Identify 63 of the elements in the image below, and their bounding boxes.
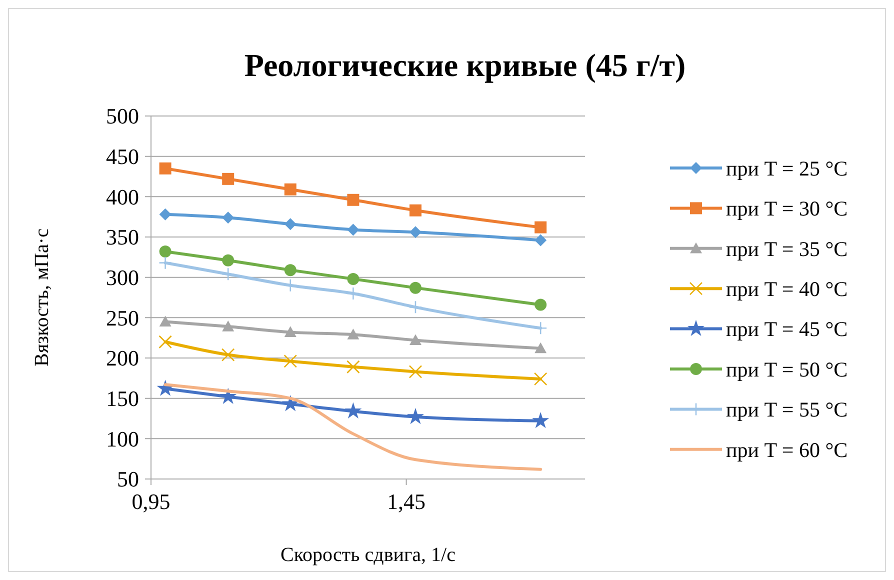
- point: [534, 322, 548, 335]
- point: [159, 316, 172, 326]
- point: [347, 224, 360, 236]
- point: [409, 204, 422, 216]
- y-tick-label: 50: [117, 466, 139, 492]
- y-tick-label: 400: [106, 184, 139, 210]
- point: [221, 267, 235, 281]
- point: [284, 264, 296, 276]
- legend-label: при T = 40 °C: [726, 276, 848, 301]
- point: [158, 256, 172, 270]
- legend-label: при T = 45 °C: [726, 317, 848, 342]
- point: [284, 326, 296, 337]
- y-tick-label: 500: [106, 104, 139, 129]
- y-tick-label: 450: [106, 144, 139, 170]
- point: [158, 335, 172, 349]
- point: [409, 282, 422, 294]
- point: [347, 328, 360, 340]
- point: [409, 226, 422, 238]
- point: [284, 354, 298, 368]
- y-tick-label: 150: [106, 386, 139, 412]
- point: [159, 246, 172, 258]
- point: [406, 408, 424, 424]
- point: [222, 320, 234, 332]
- point: [408, 365, 422, 378]
- chart-title: Реологические кривые (45 г/т): [244, 47, 686, 83]
- point: [534, 234, 547, 246]
- point: [159, 208, 172, 220]
- point: [346, 286, 360, 300]
- x-axis-title: Скорость сдвига, 1/с: [280, 544, 456, 566]
- point: [222, 172, 234, 185]
- point: [534, 372, 548, 386]
- legend-label: при T = 35 °C: [726, 236, 848, 261]
- point: [534, 342, 547, 354]
- legend-label: при T = 50 °C: [726, 357, 848, 382]
- point: [344, 402, 362, 418]
- legend-label: при T = 55 °C: [726, 398, 848, 422]
- y-axis-title: Вязкость, мПа·с: [31, 228, 53, 366]
- y-tick-label: 250: [106, 305, 139, 330]
- point: [534, 221, 547, 234]
- point: [409, 334, 422, 346]
- point: [347, 272, 360, 285]
- point: [346, 360, 360, 374]
- legend-label: при T = 60 °C: [726, 438, 848, 462]
- x-tick-label: 1,45: [387, 489, 426, 514]
- point: [532, 412, 550, 428]
- point: [284, 183, 296, 196]
- point: [284, 218, 296, 230]
- point: [408, 300, 422, 314]
- y-tick-label: 300: [106, 265, 139, 290]
- point: [282, 395, 299, 412]
- legend-label: при T = 30 °C: [726, 196, 848, 221]
- legend-label: при T = 25 °C: [726, 156, 848, 180]
- y-tick-label: 100: [106, 426, 139, 452]
- x-tick-label: 0,95: [132, 489, 170, 514]
- point: [159, 162, 172, 174]
- point: [222, 254, 234, 266]
- point: [222, 212, 234, 224]
- point: [534, 298, 547, 311]
- y-tick-label: 350: [106, 224, 139, 250]
- point: [220, 388, 237, 404]
- point: [347, 194, 360, 206]
- y-tick-label: 200: [106, 346, 139, 371]
- point: [221, 348, 235, 362]
